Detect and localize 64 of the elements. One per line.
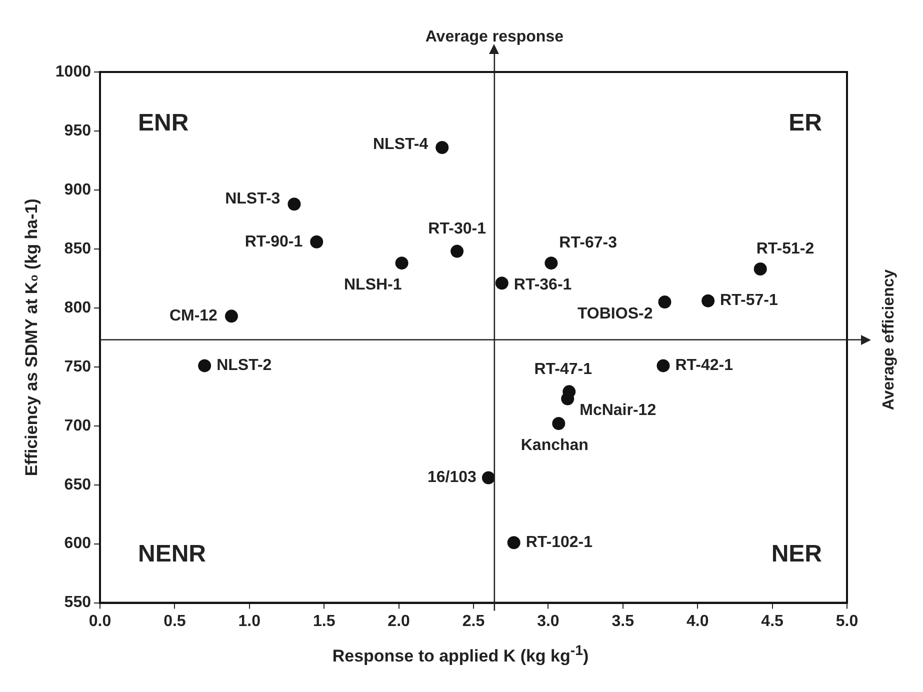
point [702, 294, 715, 308]
annotation: Kanchan [520, 436, 588, 454]
point [450, 244, 464, 258]
annotation: NLST-3 [225, 190, 280, 208]
annotation: NER [771, 540, 822, 568]
annotation: RT-36-1 [514, 276, 572, 294]
point [754, 262, 767, 276]
point [656, 359, 670, 372]
point [436, 140, 449, 154]
x-tick-label: 2.0 [388, 612, 410, 630]
point [288, 198, 301, 211]
annotation: RT-47-1 [534, 361, 592, 378]
ref-line-label: Average efficiency [880, 269, 898, 410]
y-tick-label: 850 [64, 240, 92, 258]
point [544, 256, 558, 270]
y-axis-title: Efficiency as SDMY at K₀ (kg ha-1) [22, 198, 41, 476]
annotation: NLST-2 [216, 357, 272, 374]
x-tick-label: 0.0 [88, 612, 112, 630]
y-tick-label: 650 [64, 476, 92, 494]
annotation: ER [788, 110, 822, 137]
point [658, 296, 672, 309]
annotation: NENR [138, 540, 206, 568]
y-tick-label: 700 [64, 417, 92, 434]
annotation: RT-42-1 [675, 357, 734, 374]
point [198, 359, 212, 372]
annotation: RT-67-3 [559, 234, 618, 252]
annotation: NLSH-1 [344, 276, 402, 294]
point [224, 310, 238, 323]
x-tick-label: 1.0 [238, 612, 261, 630]
x-axis-title: Response to applied K (kg kg$^{-1}$) [331, 642, 590, 666]
x-tick-label: 1.5 [312, 612, 336, 630]
annotation: RT-51-2 [756, 240, 814, 258]
y-tick-label: 750 [64, 358, 92, 376]
ref-line-label: Average response [425, 28, 564, 46]
point [495, 276, 508, 290]
y-tick-label: 800 [64, 299, 92, 316]
x-tick-label: 5.0 [836, 612, 858, 630]
annotation: RT-57-1 [720, 292, 778, 310]
y-tick-label: 600 [64, 535, 92, 552]
annotation: CM-12 [169, 308, 218, 325]
y-tick-label: 550 [64, 594, 92, 612]
x-tick-label: 0.5 [164, 612, 186, 630]
y-tick-label: 900 [64, 181, 92, 198]
point [310, 235, 324, 248]
y-tick-label: 1000 [55, 63, 92, 80]
x-tick-label: 2.5 [462, 612, 485, 630]
x-tick-label: 3.0 [537, 612, 560, 630]
annotation: McNair-12 [580, 402, 656, 420]
point [482, 471, 495, 484]
point [562, 385, 576, 398]
annotation: RT-30-1 [428, 220, 486, 238]
x-tick-label: 4.0 [686, 612, 709, 630]
annotation: ENR [138, 110, 189, 137]
y-tick-label: 950 [64, 122, 92, 140]
annotation: TOBIOS-2 [577, 305, 653, 322]
annotation: RT-102-1 [526, 534, 593, 552]
annotation: NLST-4 [373, 136, 428, 153]
point [507, 536, 520, 550]
point [552, 417, 566, 430]
annotation: 16/103 [428, 469, 477, 486]
annotation: RT-90-1 [244, 233, 303, 250]
point [395, 256, 408, 270]
x-tick-label: 4.5 [761, 612, 784, 630]
x-tick-label: 3.5 [612, 612, 634, 630]
